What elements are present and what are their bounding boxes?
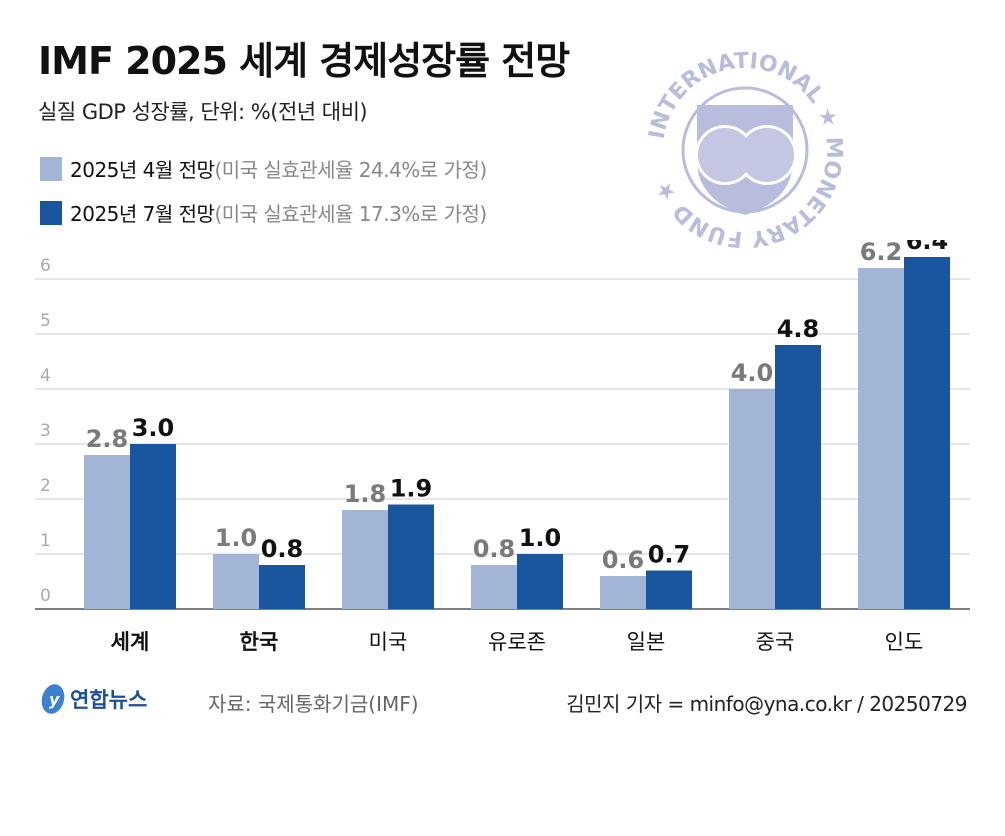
subtitle: 실질 GDP 성장률, 단위: %(전년 대비) [38, 100, 368, 124]
y-tick-label: 0 [40, 586, 51, 606]
category-label: 인도 [885, 630, 924, 654]
yonhap-logo-icon: y [41, 684, 65, 714]
legend-label: 2025년 7월 전망 [70, 202, 215, 226]
data-label: 0.8 [473, 535, 516, 563]
category-label: 일본 [627, 630, 666, 654]
bar-july [775, 345, 821, 609]
y-tick-label: 2 [40, 476, 51, 496]
bar-april [858, 268, 904, 609]
category-label: 중국 [756, 630, 795, 654]
y-tick-label: 4 [40, 366, 51, 386]
svg-text:y: y [49, 690, 60, 709]
yonhap-logo: y 연합뉴스 [40, 682, 147, 716]
data-label: 3.0 [132, 414, 175, 442]
bar-april [729, 389, 775, 609]
legend-note: (미국 실효관세율 17.3%로 가정) [214, 202, 487, 226]
data-label: 0.6 [602, 546, 645, 574]
data-label: 2.8 [86, 425, 129, 453]
category-label: 미국 [369, 630, 408, 654]
category-label: 세계 [111, 630, 150, 654]
bar-april [213, 554, 259, 609]
logo-text: 연합뉴스 [70, 688, 148, 712]
bar-april [471, 565, 517, 609]
legend-item-july: 2025년 7월 전망 (미국 실효관세율 17.3%로 가정) [40, 198, 487, 227]
y-tick-label: 3 [40, 421, 51, 441]
bar-july [388, 504, 434, 609]
bar-april [600, 576, 646, 609]
data-label: 0.7 [648, 541, 691, 569]
bar-april [84, 455, 130, 609]
source-text: 자료: 국제통화기금(IMF) [208, 692, 419, 716]
bar-april [342, 510, 388, 609]
bar-july [904, 257, 950, 609]
page-title: IMF 2025 세계 경제성장률 전망 [38, 39, 570, 83]
y-tick-label: 5 [40, 311, 51, 331]
legend-swatch-july [40, 200, 62, 225]
credit-text: 김민지 기자 = minfo@yna.co.kr / 20250729 [566, 692, 967, 716]
y-tick-label: 1 [40, 531, 51, 551]
bar-july [130, 444, 176, 609]
y-tick-label: 6 [40, 256, 51, 276]
legend-swatch-april [40, 156, 62, 181]
bar-july [259, 565, 305, 609]
legend-note: (미국 실효관세율 24.4%로 가정) [214, 158, 487, 182]
legend-label: 2025년 4월 전망 [70, 158, 215, 182]
data-label: 6.4 [906, 240, 949, 255]
bar-july [517, 554, 563, 609]
data-label: 1.8 [344, 480, 387, 508]
category-label: 유로존 [488, 630, 546, 654]
data-label: 4.0 [731, 359, 774, 387]
data-label: 0.8 [261, 535, 304, 563]
data-label: 1.0 [215, 524, 258, 552]
data-label: 1.9 [390, 475, 433, 503]
imf-seal-logo: INTERNATIONAL ★ MONETARY FUND ★ [645, 50, 845, 250]
data-label: 4.8 [777, 315, 820, 343]
data-label: 1.0 [519, 524, 562, 552]
bar-july [646, 570, 692, 609]
legend-item-april: 2025년 4월 전망 (미국 실효관세율 24.4%로 가정) [40, 154, 487, 183]
data-label: 6.2 [860, 240, 903, 266]
category-label: 한국 [240, 630, 279, 654]
